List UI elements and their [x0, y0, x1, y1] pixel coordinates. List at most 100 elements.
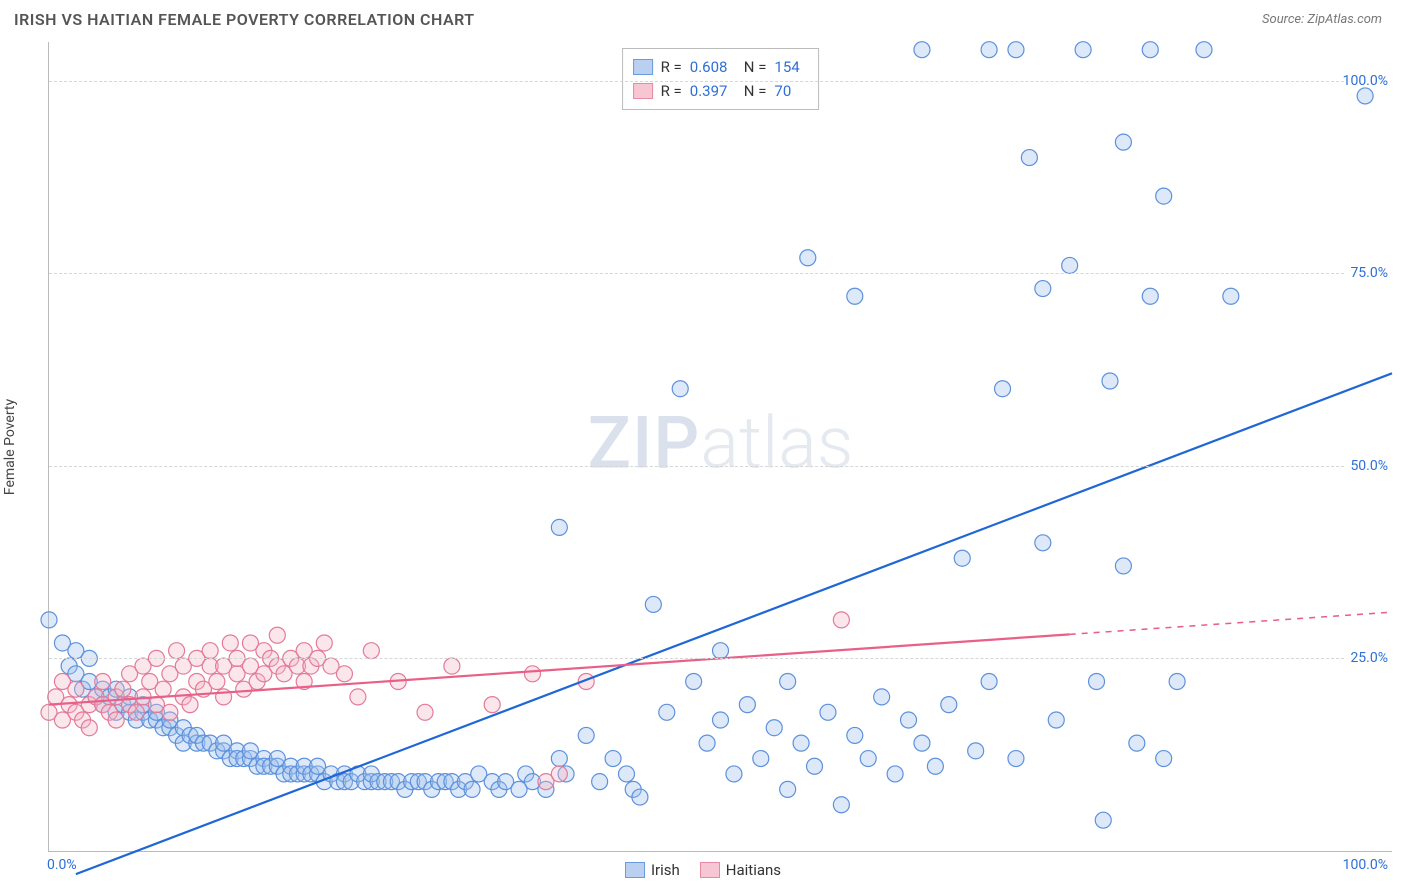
- data-point-haitians: [222, 635, 238, 651]
- data-point-irish: [592, 774, 608, 790]
- n-label: N =: [744, 55, 767, 79]
- data-point-irish: [551, 519, 567, 535]
- n-value: 70: [774, 79, 808, 103]
- data-point-irish: [726, 766, 742, 782]
- bottom-legend: Irish Haitians: [0, 861, 1406, 882]
- data-point-haitians: [68, 681, 84, 697]
- data-point-haitians: [162, 704, 178, 720]
- data-point-irish: [1156, 751, 1172, 767]
- data-point-irish: [551, 751, 567, 767]
- data-point-irish: [1048, 712, 1064, 728]
- data-point-irish: [1196, 42, 1212, 58]
- data-point-irish: [914, 42, 930, 58]
- data-point-irish: [780, 673, 796, 689]
- data-point-irish: [1223, 288, 1239, 304]
- data-point-irish: [753, 751, 769, 767]
- data-point-haitians: [316, 635, 332, 651]
- plot-region: ZIPatlas R =0.608N =154R =0.397N =70 25.…: [48, 42, 1392, 852]
- data-point-irish: [766, 720, 782, 736]
- y-tick-label: 50.0%: [1350, 458, 1388, 474]
- grid-line: [49, 81, 1344, 82]
- data-point-haitians: [444, 658, 460, 674]
- data-point-irish: [860, 751, 876, 767]
- data-point-haitians: [182, 697, 198, 713]
- data-point-irish: [578, 727, 594, 743]
- r-label: R =: [661, 55, 682, 79]
- data-point-irish: [981, 673, 997, 689]
- legend-label: Irish: [651, 861, 680, 879]
- data-point-haitians: [551, 766, 567, 782]
- data-point-haitians: [350, 689, 366, 705]
- data-point-irish: [686, 673, 702, 689]
- data-point-haitians: [524, 666, 540, 682]
- r-value: 0.608: [690, 55, 736, 79]
- data-point-irish: [1062, 257, 1078, 273]
- data-point-irish: [1075, 42, 1091, 58]
- data-point-irish: [1115, 558, 1131, 574]
- legend-item-haitians: Haitians: [700, 861, 781, 879]
- data-point-irish: [1156, 188, 1172, 204]
- data-point-irish: [645, 596, 661, 612]
- data-point-irish: [820, 704, 836, 720]
- data-point-irish: [793, 735, 809, 751]
- data-point-haitians: [169, 643, 185, 659]
- data-point-irish: [1102, 373, 1118, 389]
- chart-title: IRISH VS HAITIAN FEMALE POVERTY CORRELAT…: [14, 10, 475, 29]
- y-axis-label: Female Poverty: [2, 399, 18, 495]
- data-point-irish: [672, 381, 688, 397]
- data-point-irish: [699, 735, 715, 751]
- legend-swatch-irish: [625, 862, 645, 878]
- data-point-haitians: [269, 627, 285, 643]
- data-point-haitians: [115, 681, 131, 697]
- data-point-irish: [1095, 812, 1111, 828]
- data-point-irish: [464, 781, 480, 797]
- data-point-haitians: [363, 643, 379, 659]
- grid-line: [49, 273, 1344, 274]
- data-point-irish: [605, 751, 621, 767]
- data-point-irish: [874, 689, 890, 705]
- data-point-irish: [1035, 535, 1051, 551]
- data-point-irish: [914, 735, 930, 751]
- n-label: N =: [744, 79, 767, 103]
- data-point-irish: [981, 42, 997, 58]
- data-point-irish: [1169, 673, 1185, 689]
- data-point-haitians: [95, 673, 111, 689]
- data-point-irish: [41, 612, 57, 628]
- data-point-irish: [1115, 134, 1131, 150]
- data-point-irish: [1142, 42, 1158, 58]
- data-point-haitians: [155, 681, 171, 697]
- data-point-irish: [847, 727, 863, 743]
- data-point-irish: [995, 381, 1011, 397]
- data-point-haitians: [108, 712, 124, 728]
- legend-swatch-haitians: [700, 862, 720, 878]
- trend-line-haitians-dashed: [1070, 612, 1392, 634]
- data-point-irish: [1129, 735, 1145, 751]
- stats-row-haitians: R =0.397N =70: [633, 79, 809, 103]
- data-point-haitians: [336, 666, 352, 682]
- data-point-irish: [1035, 281, 1051, 297]
- swatch-irish: [633, 59, 653, 75]
- data-point-irish: [713, 712, 729, 728]
- data-point-haitians: [128, 704, 144, 720]
- data-point-irish: [713, 643, 729, 659]
- stats-row-irish: R =0.608N =154: [633, 55, 809, 79]
- chart-area: Female Poverty ZIPatlas R =0.608N =154R …: [14, 42, 1392, 852]
- data-point-irish: [927, 758, 943, 774]
- data-point-haitians: [81, 720, 97, 736]
- data-point-irish: [901, 712, 917, 728]
- source-label: Source: ZipAtlas.com: [1262, 12, 1382, 27]
- trend-line-irish: [76, 373, 1392, 874]
- y-tick-label: 100.0%: [1343, 73, 1388, 89]
- data-point-haitians: [484, 697, 500, 713]
- data-point-irish: [847, 288, 863, 304]
- data-point-irish: [780, 781, 796, 797]
- data-point-irish: [1008, 751, 1024, 767]
- data-point-irish: [1089, 673, 1105, 689]
- r-value: 0.397: [690, 79, 736, 103]
- data-point-irish: [807, 758, 823, 774]
- data-point-irish: [941, 697, 957, 713]
- legend-label: Haitians: [726, 861, 781, 879]
- data-point-irish: [833, 797, 849, 813]
- data-point-haitians: [209, 673, 225, 689]
- data-point-irish: [1021, 150, 1037, 166]
